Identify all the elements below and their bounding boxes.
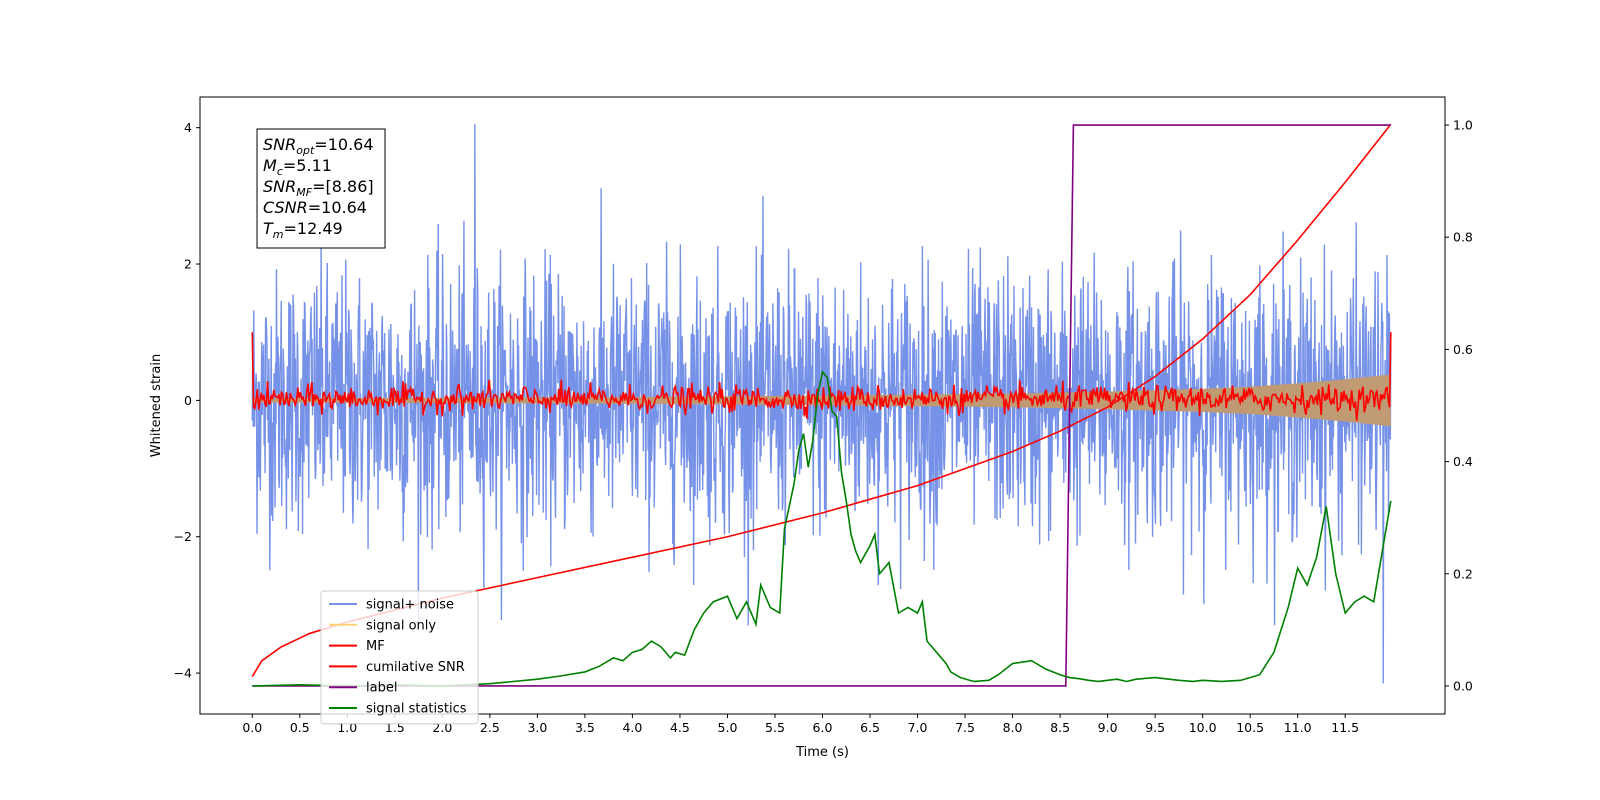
info-line-symbol: CSNR: [263, 198, 308, 217]
x-tick-label: 11.0: [1284, 720, 1312, 735]
y-right-tick-label: 0.0: [1453, 678, 1473, 693]
info-line-subscript: m: [273, 228, 284, 241]
y-right-tick-label: 0.2: [1453, 566, 1473, 581]
x-tick-label: 3.5: [575, 720, 595, 735]
legend-frame: [320, 590, 479, 725]
signal-only-band: [252, 374, 1391, 427]
y-left-tick-label: 4: [184, 120, 192, 135]
legend-entry: signal only: [366, 618, 436, 633]
x-tick-label: 5.5: [765, 720, 785, 735]
legend-entry: cumilative SNR: [366, 660, 465, 675]
info-line: Tm=12.49: [263, 219, 343, 241]
info-line-symbol: T: [263, 219, 274, 238]
signal-noise-line: [251, 124, 1392, 684]
legend-entry: signal+ noise: [366, 598, 454, 613]
x-tick-label: 6.0: [813, 720, 833, 735]
info-line-subscript: MF: [296, 186, 312, 199]
x-tick-label: 8.0: [1003, 720, 1023, 735]
label-line: [252, 124, 1391, 687]
info-line-value: =5.11: [283, 156, 332, 175]
x-tick-label: 3.0: [527, 720, 547, 735]
info-line-symbol: SNR: [263, 135, 296, 154]
axes: 0.0 0.5 1.0 1.5 2.0 2.5 3.0 3.5 4.0 4.5 5.0 5.5 6.0 6…: [174, 96, 1473, 735]
x-tick-label: 6.5: [860, 720, 880, 735]
info-line-value: =10.64: [314, 135, 373, 154]
x-tick-label: 5.0: [718, 720, 738, 735]
y-right-tick-label: 1.0: [1453, 118, 1473, 133]
legend-entry: label: [366, 681, 397, 696]
x-tick-label: 0.5: [290, 720, 310, 735]
y-left-tick-label: −4: [174, 666, 192, 681]
info-box-frame: [256, 128, 386, 249]
info-box: SNRopt=10.64Mc=5.11SNRMF=[8.86]CSNR=10.6…: [256, 128, 386, 249]
info-line: SNRMF=[8.86]: [263, 177, 374, 199]
y-right-tick-label: 0.8: [1453, 230, 1473, 245]
x-tick-label: 0.0: [242, 720, 262, 735]
y-left-tick-label: −2: [174, 529, 192, 544]
y-right-tick-label: 0.6: [1453, 342, 1473, 357]
info-line-value: =[8.86]: [312, 177, 374, 196]
plot-content: [251, 123, 1392, 687]
info-line-value: =12.49: [284, 219, 343, 238]
x-tick-label: 10.5: [1236, 720, 1264, 735]
info-line: Mc=5.11: [263, 156, 332, 178]
signal-statistics-line: [252, 370, 1392, 687]
y-right-tick-label: 0.4: [1453, 454, 1473, 469]
y-left-tick-label: 0: [184, 393, 192, 408]
x-tick-label: 9.5: [1145, 720, 1165, 735]
plot-area: [251, 123, 1392, 687]
info-line-symbol: SNR: [263, 177, 296, 196]
y-axis-label-left: Whitened strain: [149, 354, 164, 457]
info-line: CSNR=10.64: [263, 198, 367, 217]
x-axis-label: Time (s): [795, 745, 849, 760]
cumulative-snr-line: [251, 123, 1392, 677]
x-tick-label: 4.0: [622, 720, 642, 735]
mf-line: [251, 332, 1392, 421]
x-tick-label: 4.5: [670, 720, 690, 735]
x-tick-label: 8.5: [1050, 720, 1070, 735]
x-tick-label: 10.0: [1189, 720, 1217, 735]
legend-entry: MF: [366, 639, 385, 654]
legend: signal+ noise signal only MF cumilative SNR…: [320, 590, 479, 725]
x-tick-label: 9.0: [1098, 720, 1118, 735]
info-line-subscript: opt: [296, 144, 315, 157]
x-tick-label: 7.0: [908, 720, 928, 735]
info-line-subscript: c: [277, 165, 283, 178]
info-line: SNRopt=10.64: [263, 135, 374, 157]
info-line-symbol: M: [263, 156, 277, 175]
x-tick-label: 11.5: [1331, 720, 1359, 735]
legend-entry: signal statistics: [366, 702, 467, 717]
x-tick-label: 2.5: [480, 720, 500, 735]
info-line-value: =10.64: [308, 198, 367, 217]
x-tick-label: 7.5: [955, 720, 975, 735]
y-left-tick-label: 2: [184, 257, 192, 272]
